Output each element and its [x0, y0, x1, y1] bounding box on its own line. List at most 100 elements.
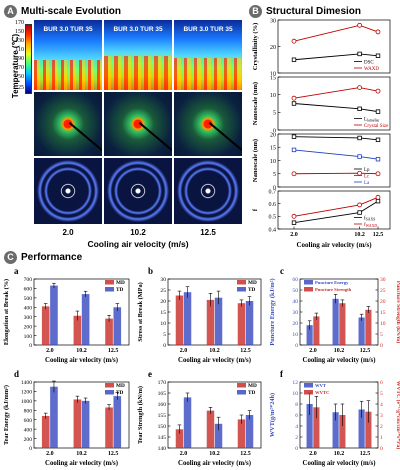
y-axis-label: Nanoscale (nm): [252, 139, 259, 182]
data-point: [357, 51, 362, 57]
y-tick-label: 60: [292, 277, 298, 283]
bar: [214, 297, 223, 345]
bar: [339, 415, 346, 448]
process-label: BUR 3.0 TUR 35: [113, 26, 163, 33]
bar: [306, 404, 313, 448]
process-label: BUR 3.0 TUR 35: [183, 26, 233, 33]
x-tick-label: 2.0: [290, 232, 298, 238]
y-tick-label: 5: [273, 111, 276, 117]
y-tick-label: 0.4: [269, 227, 277, 233]
y-tick-label: 0: [295, 446, 298, 452]
y-tick-label: 165: [158, 391, 167, 397]
thermal-streaks: [104, 56, 172, 90]
legend-swatch: [304, 390, 313, 395]
legend-label: MD: [248, 280, 257, 286]
legend-swatch: [304, 383, 313, 388]
chart-tear-energy: d 0 200 400 600 800 1000 1200 1400 Tear Energy (k…: [3, 369, 130, 467]
legend-swatch: [105, 280, 114, 285]
thermal-streaks: [174, 58, 242, 90]
bar: [339, 303, 346, 345]
bar: [175, 295, 184, 345]
y-tick-label: 2: [295, 435, 298, 441]
y-tick-label: 15: [160, 310, 166, 316]
y-axis-label: Puncture Energy (kJ/m²): [269, 278, 276, 345]
section-c-header: C Performance: [4, 250, 82, 264]
bar: [313, 316, 320, 345]
legend-label: La: [364, 181, 370, 186]
bar: [81, 400, 90, 448]
x-axis-label: Cooling air velocity (m/s): [45, 460, 118, 467]
legend-label: TD: [116, 287, 124, 293]
y-tick-label: 30: [292, 310, 298, 316]
y-tick-label: 20: [270, 45, 276, 51]
y-tick-label: 15: [270, 75, 276, 81]
y-tick-label: 400: [24, 305, 33, 311]
data-point: [291, 38, 297, 44]
y-tick-label: 12: [292, 380, 298, 386]
y-tick-label: 30: [270, 18, 276, 24]
y2-tick-label: 3: [380, 413, 383, 419]
bar: [41, 415, 50, 448]
series-line: [293, 149, 379, 160]
y-tick-label: 155: [158, 413, 167, 419]
y-axis-label: Tear Strength (kN/m): [137, 386, 144, 444]
y-tick-label: 145: [158, 435, 167, 441]
data-point: [375, 53, 381, 58]
data-point: [357, 170, 362, 176]
series-line: [293, 24, 379, 42]
series-line: [293, 103, 379, 113]
legend-swatch: [304, 287, 313, 292]
data-point: [291, 134, 297, 139]
y-tick-label: 15: [270, 146, 276, 152]
legend-swatch: [237, 383, 246, 388]
y-tick-label: 200: [24, 437, 33, 443]
legend-label: Llamellar: [364, 118, 380, 123]
y-axis-label: Elongation at Break (%): [3, 279, 10, 345]
bar: [113, 396, 122, 448]
y-tick-label: 10: [270, 71, 276, 75]
bar: [50, 386, 58, 448]
section-b-header: B Structural Dimesion: [249, 4, 361, 18]
x-axis-label: Cooling air velocity (m/s): [178, 357, 251, 364]
data-point: [375, 88, 381, 94]
beamstop: [208, 122, 242, 154]
data-point: [357, 154, 362, 159]
y-tick-label: 1000: [21, 399, 32, 405]
y-tick-label: 170: [158, 380, 167, 386]
thermal-streaks: [34, 60, 102, 90]
y-axis-label: WVT(g/m²*24h): [269, 393, 276, 437]
x-tick-label: 10.2: [209, 348, 220, 354]
y2-tick-label: 4: [380, 402, 383, 408]
y2-tick-label: 0: [380, 446, 383, 452]
bar: [365, 309, 372, 345]
x-tick-label: 12.5: [108, 348, 119, 354]
y-tick-label: 160: [158, 402, 167, 408]
bar: [332, 298, 339, 345]
y-axis-label: Nanoscale (nm): [252, 82, 259, 125]
legend-swatch: [105, 383, 114, 388]
data-point: [357, 22, 362, 28]
x-tick-label: 2.0: [309, 348, 317, 354]
data-point: [375, 109, 381, 114]
x-axis-label: Cooling air velocity (m/s): [178, 460, 251, 467]
colorbar-tick: 170: [15, 20, 24, 26]
legend-label: fSAXS: [364, 217, 375, 222]
y-tick-label: 600: [24, 418, 33, 424]
legend-subscript: SAXS: [366, 218, 376, 222]
x-tick: 12.5: [200, 228, 216, 237]
y-tick-label: 0: [295, 343, 298, 349]
y2-axis-label: WVTC (e⁻¹²g*cm/cm²*s*Pa): [395, 381, 400, 450]
legend-swatch: [237, 390, 246, 395]
beamstop: [68, 122, 102, 154]
beamstop: [138, 122, 172, 154]
colorbar-ticks: 170 150 130 110 90 70 50 25: [6, 20, 24, 96]
panel-a: Temperature (℃) 170 150 130 110 90 70 50…: [4, 20, 244, 250]
y-tick-label: 0.6: [269, 202, 277, 208]
x-tick-label: 12.5: [240, 451, 251, 457]
data-point: [375, 29, 381, 35]
y-tick-label: 30: [160, 277, 166, 283]
y-tick-label: 20: [292, 321, 298, 327]
